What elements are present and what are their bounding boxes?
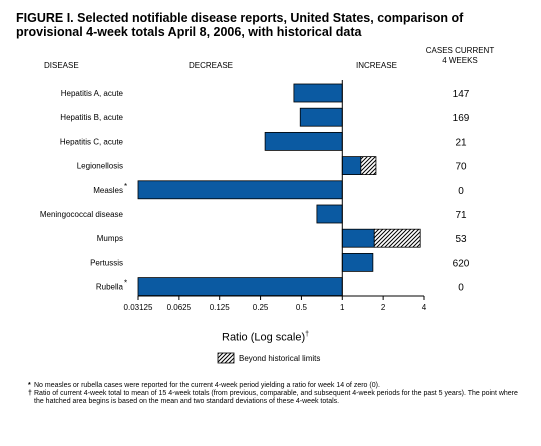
category-label-5: Meningococcal disease xyxy=(40,210,124,219)
legend-swatch-group xyxy=(217,352,235,364)
hatched-bar-6 xyxy=(373,228,421,248)
footnote-1-symbol: * xyxy=(28,382,31,389)
footnote-2-text: Ratio of current 4-week total to mean of… xyxy=(34,390,518,405)
category-label-1: Hepatitis B, acute xyxy=(60,113,123,122)
figure-title: FIGURE I. Selected notifiable disease re… xyxy=(16,11,464,39)
category-marker-4: * xyxy=(124,182,127,191)
bar-2 xyxy=(264,131,343,151)
legend-label: Beyond historical limits xyxy=(239,354,321,363)
footnote-1-text: No measles or rubella cases were reporte… xyxy=(34,382,380,389)
category-label-2: Hepatitis C, acute xyxy=(60,137,124,146)
bar-6 xyxy=(341,228,375,248)
bar-8 xyxy=(137,277,343,297)
x-tick-label-7: 4 xyxy=(422,303,427,312)
x-tick-label-5: 1 xyxy=(340,303,345,312)
x-tick-label-6: 2 xyxy=(381,303,386,312)
decrease-header: DECREASE xyxy=(189,61,234,70)
category-label-6: Mumps xyxy=(97,234,123,243)
x-tick-label-3: 0.25 xyxy=(253,303,269,312)
bar-0 xyxy=(293,83,343,103)
case-count-3: 70 xyxy=(455,162,467,173)
category-label-3: Legionellosis xyxy=(77,162,123,171)
cases-header-line1: CASES CURRENT xyxy=(425,46,495,55)
bar-7 xyxy=(341,252,374,272)
legend-hatch-swatch xyxy=(217,352,235,364)
x-axis: 0.03125 0.0625 0.125 0.25 0.5 1 2 4 xyxy=(124,80,427,312)
x-tick-label-2: 0.125 xyxy=(210,303,231,312)
case-count-8: 0 xyxy=(458,283,464,294)
category-label-0: Hepatitis A, acute xyxy=(61,89,124,98)
bars-layer xyxy=(137,83,421,297)
category-label-8: Rubella xyxy=(96,283,124,292)
bar-1 xyxy=(299,107,343,127)
category-labels: Hepatitis A, acute Hepatitis B, acute Hepa… xyxy=(40,89,127,292)
case-count-2: 21 xyxy=(455,137,467,148)
cases-header-line2: 4 WEEKS xyxy=(442,56,478,65)
bar-5 xyxy=(316,204,343,224)
category-label-4: Measles xyxy=(93,186,123,195)
case-count-5: 71 xyxy=(455,210,467,221)
case-counts: 147 169 21 70 0 71 53 620 0 xyxy=(453,89,470,294)
case-count-7: 620 xyxy=(453,258,470,269)
x-axis-title: Ratio (Log scale)† xyxy=(222,331,310,344)
bar-4 xyxy=(137,180,343,200)
hatched-bar-3 xyxy=(360,156,377,176)
x-tick-label-4: 0.5 xyxy=(296,303,308,312)
increase-header: INCREASE xyxy=(356,61,397,70)
case-count-1: 169 xyxy=(453,113,470,124)
category-marker-8: * xyxy=(124,279,127,288)
x-tick-label-1: 0.0625 xyxy=(167,303,192,312)
case-count-6: 53 xyxy=(455,234,467,245)
bar-3 xyxy=(341,156,362,176)
x-tick-label-0: 0.03125 xyxy=(124,303,153,312)
footnotes: * No measles or rubella cases were repor… xyxy=(28,382,518,406)
case-count-0: 147 xyxy=(453,89,470,100)
footnote-2: † Ratio of current 4-week total to mean … xyxy=(28,390,518,406)
footnote-1: * No measles or rubella cases were repor… xyxy=(28,382,518,390)
case-count-4: 0 xyxy=(458,186,464,197)
category-label-7: Pertussis xyxy=(90,258,123,267)
footnote-2-symbol: † xyxy=(28,390,32,397)
disease-column-header: DISEASE xyxy=(44,61,79,70)
axis-title-marker: † xyxy=(305,331,310,338)
